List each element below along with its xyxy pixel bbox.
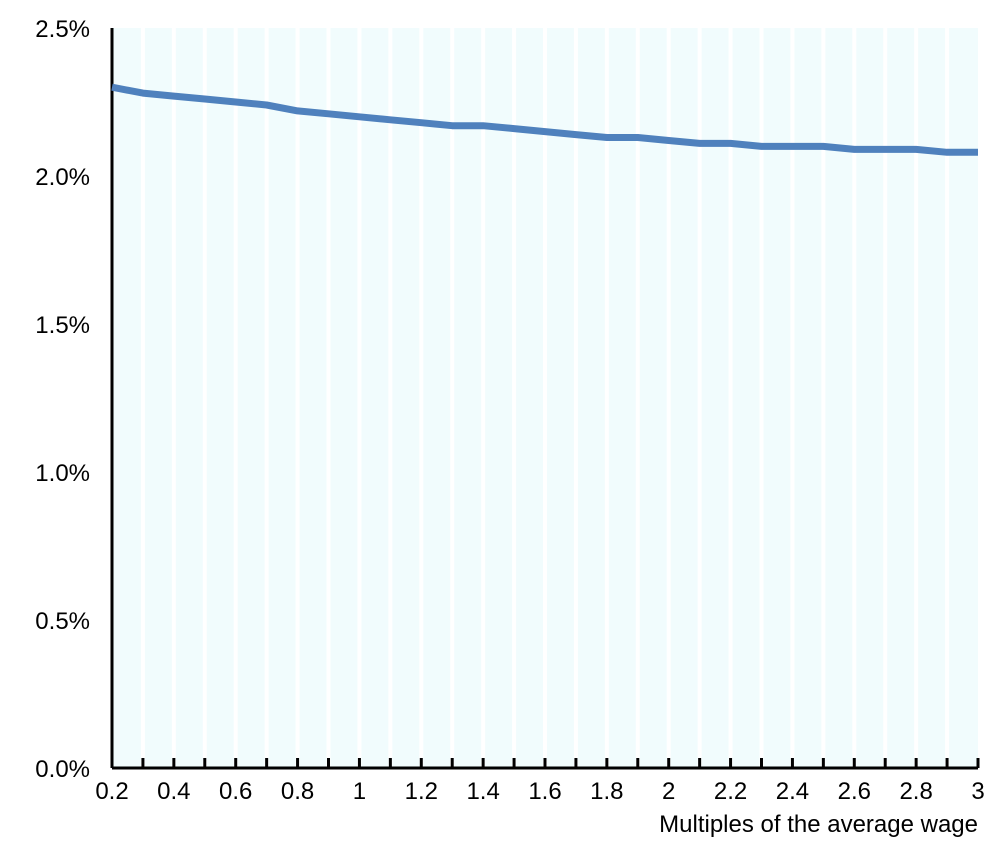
y-tick-label: 2.0% [35, 164, 90, 191]
x-tick-label: 0.4 [157, 778, 190, 805]
x-axis-tick-labels: 0.2 0.4 0.6 0.8 1 1.2 1.4 1.6 1.8 2 2.2 2.4 2.6 2.8 3 [95, 778, 984, 805]
x-tick-label: 0.2 [95, 778, 128, 805]
x-tick-label: 1.6 [528, 778, 561, 805]
x-tick-label: 1 [353, 778, 366, 805]
series-line-0 [111, 83, 978, 156]
y-tick-label: 1.5% [35, 312, 90, 339]
y-tick-label: 0.5% [35, 608, 90, 635]
y-axis-tick-labels: 0.0% 0.5% 1.0% 1.5% 2.0% 2.5% [35, 16, 90, 783]
y-tick-label: 2.5% [35, 16, 90, 43]
y-tick-label: 0.0% [35, 756, 90, 783]
x-tick-label: 1.8 [590, 778, 623, 805]
x-axis-title: Multiples of the average wage [659, 811, 978, 838]
x-tick-label: 2.2 [714, 778, 747, 805]
x-tick-label: 0.8 [281, 778, 314, 805]
series-lines [111, 83, 978, 156]
x-tick-label: 2.6 [838, 778, 871, 805]
x-tick-label: 1.2 [405, 778, 438, 805]
gridlines [140, 28, 950, 768]
y-tick-label: 1.0% [35, 460, 90, 487]
x-tick-label: 1.4 [466, 778, 499, 805]
x-tick-label: 2.8 [899, 778, 932, 805]
x-tick-label: 2 [662, 778, 675, 805]
x-tick-label: 0.6 [219, 778, 252, 805]
x-axis-ticks [110, 758, 980, 768]
x-tick-label: 3 [971, 778, 984, 805]
x-tick-label: 2.4 [776, 778, 809, 805]
